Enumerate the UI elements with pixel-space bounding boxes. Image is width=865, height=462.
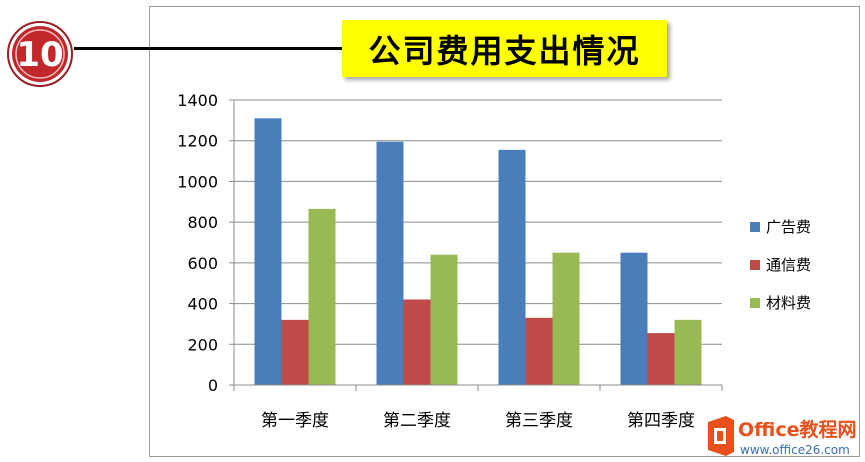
chart-title: 公司费用支出情况 xyxy=(342,20,667,77)
y-tick-label: 1200 xyxy=(177,132,218,151)
bar xyxy=(281,319,309,385)
y-tick-label: 400 xyxy=(187,295,218,314)
x-tick-label: 第一季度 xyxy=(261,411,329,431)
site-watermark: Office教程网 www.office26.com xyxy=(708,416,857,457)
legend-label: 材料费 xyxy=(766,294,811,312)
legend-label: 通信费 xyxy=(766,256,811,274)
bar xyxy=(376,141,404,385)
watermark-brand: Office教程网 xyxy=(738,418,857,441)
step-number-badge: 10 xyxy=(7,21,73,87)
x-tick-label: 第四季度 xyxy=(627,411,695,431)
x-tick-label: 第三季度 xyxy=(505,411,573,431)
x-axis: 第一季度 第二季度 第三季度 第四季度 xyxy=(233,384,723,431)
bars xyxy=(254,118,702,386)
watermark-url: www.office26.com xyxy=(740,443,850,457)
legend-swatch xyxy=(750,222,760,232)
bar xyxy=(620,252,648,385)
x-tick-label: 第二季度 xyxy=(383,411,451,431)
y-tick-label: 0 xyxy=(208,376,218,395)
bar xyxy=(674,319,702,385)
gridlines xyxy=(234,99,722,345)
legend-swatch xyxy=(750,260,760,270)
y-tick-label: 200 xyxy=(187,335,218,354)
bar xyxy=(403,299,431,385)
callout-leader-line xyxy=(74,47,344,50)
bar xyxy=(308,208,336,385)
y-axis: 0 200 400 600 800 1000 1200 1400 xyxy=(177,91,235,395)
y-tick-label: 800 xyxy=(187,213,218,232)
step-number: 10 xyxy=(16,35,63,75)
bar xyxy=(498,149,526,385)
y-tick-label: 1000 xyxy=(177,172,218,191)
bar xyxy=(552,252,580,385)
legend-swatch xyxy=(750,298,760,308)
bar xyxy=(430,254,458,385)
bar xyxy=(254,118,282,386)
bar xyxy=(525,317,553,385)
bar xyxy=(647,333,675,385)
office-logo-icon xyxy=(708,416,734,456)
y-tick-label: 1400 xyxy=(177,91,218,110)
y-tick-label: 600 xyxy=(187,254,218,273)
legend-label: 广告费 xyxy=(766,218,811,236)
